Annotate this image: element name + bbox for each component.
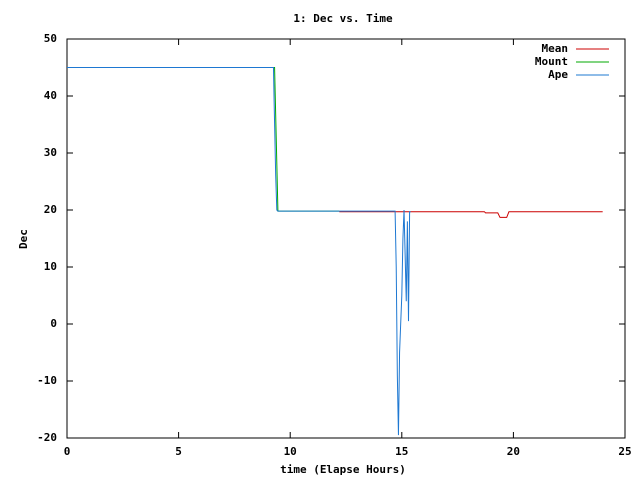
y-tick-label: 20 [44, 203, 57, 216]
y-tick-label: 40 [44, 89, 57, 102]
y-tick-label: 10 [44, 260, 57, 273]
y-tick-label: 30 [44, 146, 57, 159]
series-line [67, 67, 340, 212]
x-tick-label: 0 [64, 445, 71, 458]
y-tick-label: -10 [37, 374, 57, 387]
y-tick-label: -20 [37, 431, 57, 444]
y-tick-label: 50 [44, 32, 57, 45]
x-tick-label: 25 [618, 445, 631, 458]
y-axis-label: Dec [17, 229, 30, 249]
series-line [339, 211, 603, 218]
legend-label: Mean [542, 42, 569, 55]
chart-title: 1: Dec vs. Time [293, 12, 393, 25]
y-tick-label: 0 [50, 317, 57, 330]
series-line [67, 67, 411, 436]
legend-label: Ape [548, 68, 568, 81]
x-axis-label: time (Elapse Hours) [280, 463, 406, 476]
x-tick-label: 20 [507, 445, 520, 458]
plot-frame [66, 38, 626, 439]
x-tick-label: 15 [395, 445, 408, 458]
x-tick-label: 10 [284, 445, 297, 458]
legend-label: Mount [535, 55, 568, 68]
x-tick-label: 5 [175, 445, 182, 458]
